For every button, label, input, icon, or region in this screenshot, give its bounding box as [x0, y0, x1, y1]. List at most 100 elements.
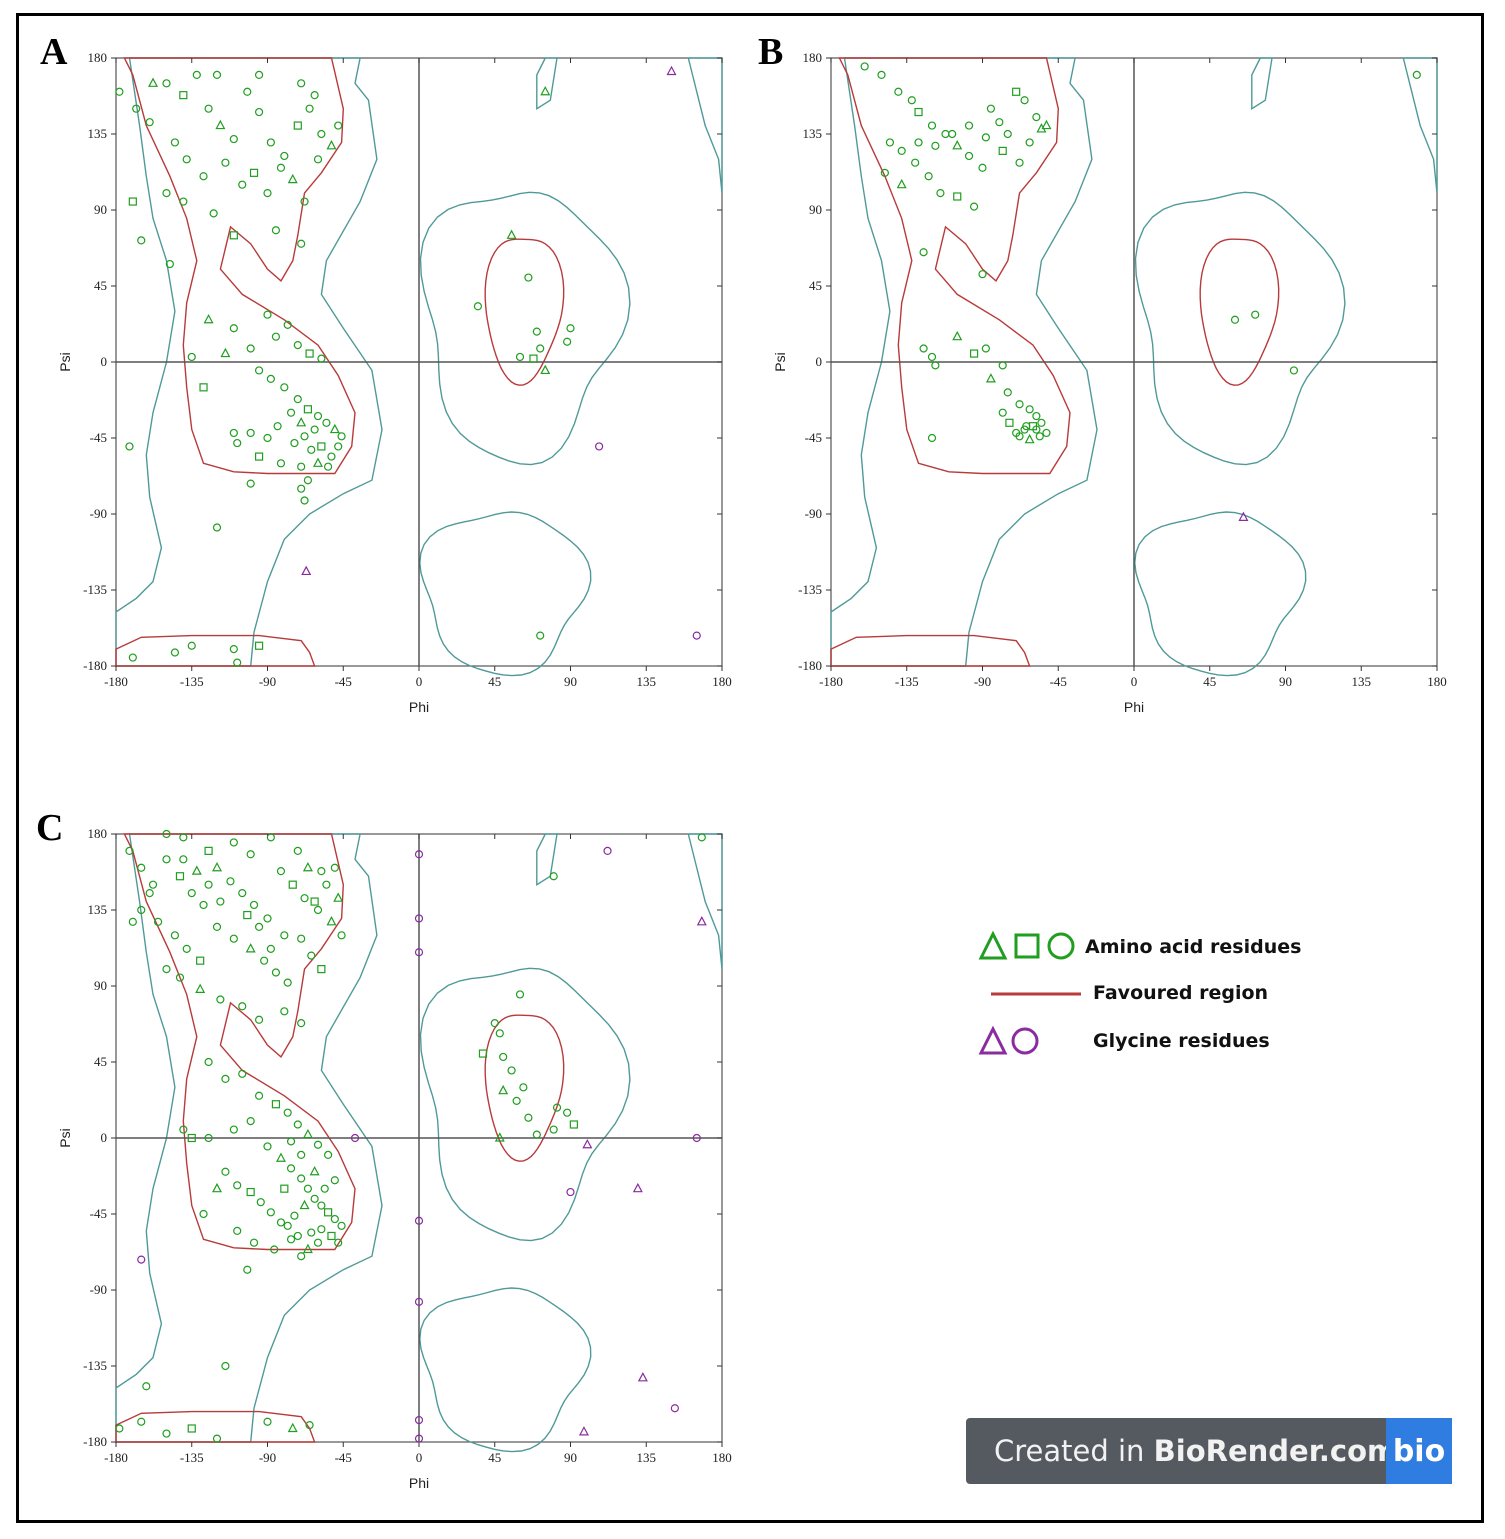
legend: Amino acid residues Favoured region Glyc…	[975, 928, 1395, 1068]
residue-point	[115, 1424, 124, 1433]
residue-point	[263, 189, 272, 198]
x-tick-label: -90	[259, 1450, 276, 1465]
residue-point	[216, 897, 225, 906]
residue-point	[128, 653, 137, 662]
residue-point	[246, 850, 255, 859]
y-axis-label: Psi	[772, 352, 788, 371]
residue-point	[199, 900, 208, 910]
residue-point	[254, 70, 264, 79]
residue-point	[263, 1417, 272, 1426]
panel-letter-a: A	[40, 31, 68, 73]
x-tick-label: -180	[104, 1450, 128, 1465]
y-tick-label: 135	[88, 902, 108, 917]
allowed-region-contour-4	[1251, 57, 1273, 110]
residue-point	[297, 484, 306, 493]
residue-point	[220, 347, 231, 358]
residue-point	[153, 917, 163, 926]
residue-point	[919, 344, 928, 353]
residue-point	[212, 862, 222, 872]
residue-point	[233, 658, 242, 667]
residue-point	[275, 1152, 286, 1162]
residue-point	[233, 438, 242, 448]
y-tick-label: -135	[798, 582, 822, 597]
residue-point	[254, 107, 264, 117]
residue-point	[271, 968, 281, 977]
residue-point	[293, 1120, 302, 1129]
y-tick-label: -90	[90, 506, 107, 521]
residue-point	[179, 833, 188, 842]
residue-point	[896, 178, 907, 189]
residue-point	[498, 1084, 509, 1095]
glycine-point	[670, 1404, 679, 1413]
residue-point	[1032, 425, 1041, 434]
residue-point	[327, 1231, 336, 1241]
residue-point	[287, 1422, 298, 1433]
glycine-point	[350, 1133, 360, 1143]
residue-point	[473, 302, 483, 311]
square-icon	[1014, 933, 1040, 959]
x-axis-label: Phi	[409, 1475, 429, 1491]
allowed-region-contour-1	[419, 191, 631, 466]
biorender-logo: bio	[1386, 1418, 1452, 1484]
residue-point	[540, 86, 551, 96]
residue-point	[317, 1225, 326, 1234]
x-tick-label: -90	[974, 674, 991, 689]
residue-point	[478, 1049, 488, 1058]
y-tick-label: -45	[90, 1206, 107, 1221]
residue-point	[305, 349, 314, 358]
residue-point	[287, 173, 298, 184]
residue-point	[515, 990, 525, 999]
residue-point	[187, 1424, 196, 1433]
residue-point	[324, 1208, 333, 1217]
residue-point	[191, 865, 202, 875]
residue-point	[266, 374, 275, 383]
residue-point	[263, 310, 272, 319]
y-tick-label: 45	[94, 1054, 107, 1069]
residue-point	[326, 916, 337, 926]
y-tick-label: 90	[94, 978, 107, 993]
residue-point	[897, 146, 906, 155]
residue-point	[243, 910, 252, 920]
residue-point	[322, 418, 331, 427]
residue-point	[286, 1235, 296, 1244]
glycine-point	[414, 1434, 424, 1443]
favoured-region-contour-0	[838, 57, 1071, 475]
residue-point	[322, 880, 331, 889]
allowed-region-contour-2	[419, 1287, 592, 1453]
residue-point	[245, 943, 256, 953]
residue-point	[195, 983, 206, 993]
residue-point	[490, 1019, 499, 1028]
residue-point	[1412, 70, 1421, 79]
residue-point	[179, 91, 188, 100]
allowed-region-contour-0	[115, 833, 383, 1443]
residue-point	[320, 1184, 329, 1193]
allowed-region-contour-1	[419, 967, 631, 1242]
residue-point	[317, 442, 326, 451]
x-tick-label: 45	[1203, 674, 1216, 689]
residue-point	[249, 1238, 259, 1247]
residue-point	[254, 922, 264, 931]
residue-point	[192, 70, 201, 79]
legend-amino-acid-row: Amino acid residues	[975, 930, 1301, 964]
residue-point	[1005, 418, 1014, 427]
residue-point	[266, 833, 275, 842]
ramachandran-plot-a: -180 -135 -90 -45 0 45 90 135 180 180 135 90 45 0 -45 -…	[57, 50, 732, 715]
residue-point	[254, 452, 264, 461]
residue-point	[204, 1057, 213, 1067]
residue-point	[221, 1074, 230, 1083]
residue-point	[170, 138, 180, 147]
badge-text: Created in BioRender.com	[966, 1434, 1397, 1468]
residue-point	[204, 846, 213, 855]
residue-point	[199, 172, 208, 181]
residue-point	[170, 648, 180, 657]
residue-point	[212, 523, 222, 532]
residue-point	[297, 239, 306, 248]
residue-point	[179, 1125, 188, 1134]
residue-point	[293, 395, 302, 404]
residue-point	[238, 180, 247, 189]
residue-point	[494, 1132, 505, 1142]
residue-point	[254, 641, 264, 650]
residue-point	[212, 922, 222, 931]
residue-point	[145, 889, 154, 898]
residue-point	[495, 1029, 504, 1038]
